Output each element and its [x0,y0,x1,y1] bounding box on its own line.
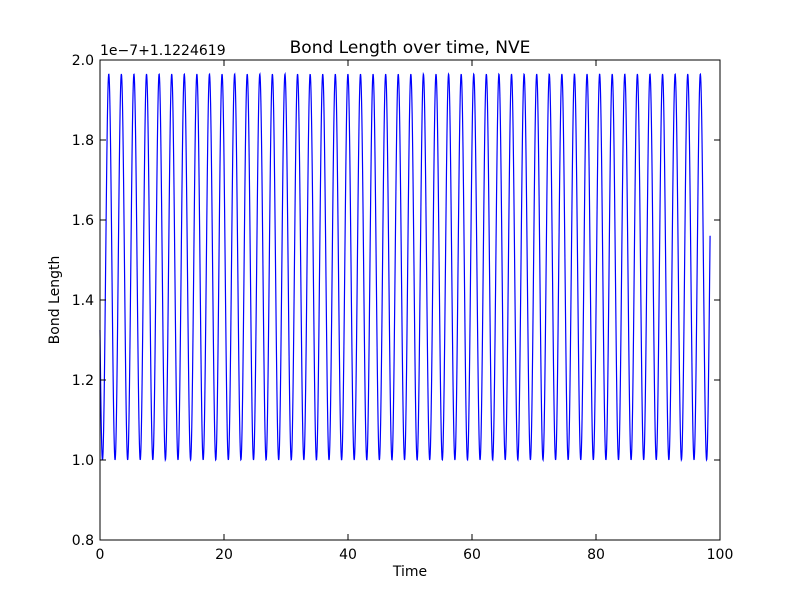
y-tick-label: 2.0 [72,53,94,69]
x-tick-label: 60 [463,547,481,563]
y-tick-label: 1.4 [72,293,94,309]
y-tick-label: 0.8 [72,533,94,549]
y-axis-label: Bond Length [47,256,63,345]
chart-title: Bond Length over time, NVE [290,38,531,58]
series-bond-length-line [99,71,711,463]
x-axis-label: Time [392,564,427,580]
y-tick-label: 1.0 [72,453,94,469]
x-tick-label: 0 [96,547,105,563]
y-tick-label: 1.2 [72,373,94,389]
x-tick-label: 80 [587,547,605,563]
y-axis-ticks: 0.8 1.0 1.2 1.4 1.6 1.8 2.0 [72,53,720,549]
offset-label: 1e−7+1.1224619 [100,43,226,59]
x-tick-label: 40 [339,547,357,563]
y-tick-label: 1.6 [72,213,94,229]
x-axis-ticks: 0 20 40 60 80 100 [96,60,734,563]
x-tick-label: 20 [215,547,233,563]
x-tick-label: 100 [707,547,734,563]
y-tick-label: 1.8 [72,133,94,149]
